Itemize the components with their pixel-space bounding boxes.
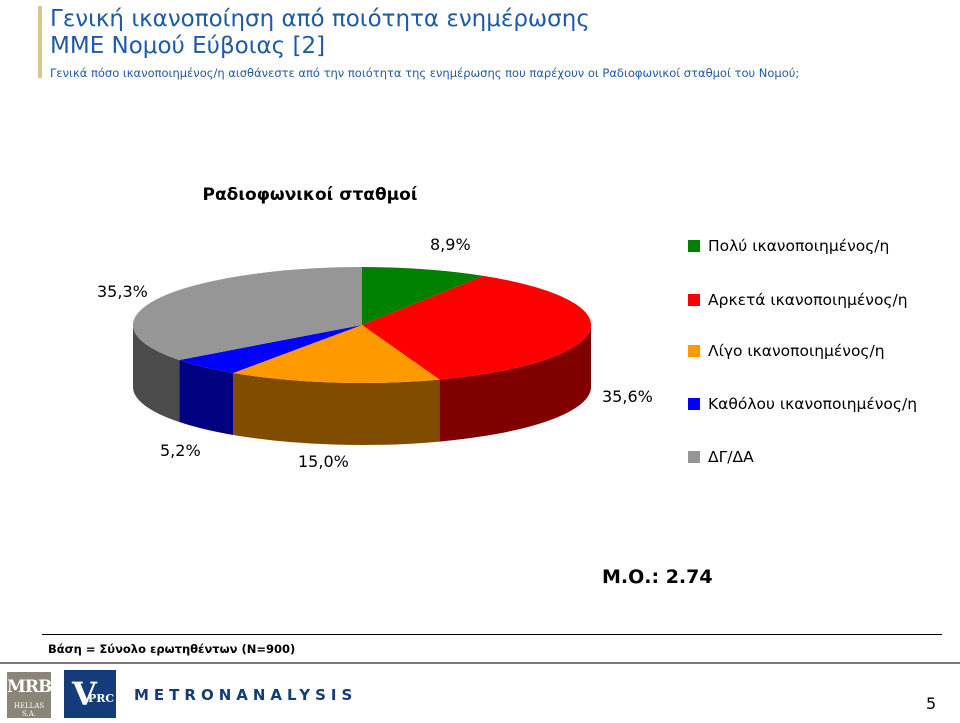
pie-sides bbox=[133, 325, 591, 445]
legend-label: Καθόλου ικανοποιημένος/η bbox=[708, 395, 918, 413]
pie-side-dk-na bbox=[133, 325, 180, 422]
mrb-logo-subtext: HELLAS S.A. bbox=[13, 702, 45, 718]
page-title-line1: Γενική ικανοποίηση από ποιότητα ενημέρωσ… bbox=[50, 6, 590, 32]
pie-slice-little-satisfied bbox=[233, 325, 440, 383]
legend-swatch-gray bbox=[688, 451, 700, 463]
page-title: Γενική ικανοποίηση από ποιότητα ενημέρωσ… bbox=[50, 6, 590, 60]
pie-slice-very-satisfied bbox=[362, 267, 484, 325]
vprc-logo-v: V bbox=[72, 675, 97, 713]
legend-label: Πολύ ικανοποιημένος/η bbox=[708, 237, 890, 255]
legend-swatch-blue bbox=[688, 398, 700, 410]
pie-side-fairly-satisfied bbox=[439, 325, 591, 442]
vprc-logo: V PRC bbox=[64, 670, 116, 718]
legend-label: ΔΓ/ΔΑ bbox=[708, 448, 754, 466]
pie-side-little-satisfied bbox=[233, 372, 440, 445]
data-label-little-satisfied: 15,0% bbox=[298, 452, 349, 471]
legend-swatch-green bbox=[688, 240, 700, 252]
page-title-line2: ΜΜΕ Νομού Εύβοιας [2] bbox=[50, 33, 326, 59]
legend-label: Αρκετά ικανοποιημένος/η bbox=[708, 291, 908, 309]
legend-swatch-orange bbox=[688, 345, 700, 357]
data-label-not-satisfied: 5,2% bbox=[160, 441, 201, 460]
page-number: 5 bbox=[926, 694, 937, 713]
legend-item-little-satisfied: Λίγο ικανοποιημένος/η bbox=[688, 341, 918, 362]
legend-item-very-satisfied: Πολύ ικανοποιημένος/η bbox=[688, 236, 918, 257]
question-subtitle: Γενικά πόσο ικανοποιημένος/η αισθάνεστε … bbox=[50, 66, 800, 80]
legend-label: Λίγο ικανοποιημένος/η bbox=[708, 342, 885, 360]
legend-swatch-red bbox=[688, 294, 700, 306]
data-label-fairly-satisfied: 35,6% bbox=[602, 387, 653, 406]
pie-tops bbox=[133, 267, 591, 383]
mrb-logo: MRB HELLAS S.A. bbox=[7, 672, 52, 718]
pie-slice-fairly-satisfied bbox=[362, 275, 591, 380]
metron-analysis-logo: METRONANALYSIS bbox=[134, 686, 358, 704]
chart-title: Ραδιοφωνικοί σταθμοί bbox=[202, 185, 418, 205]
legend-item-fairly-satisfied: Αρκετά ικανοποιημένος/η bbox=[688, 290, 918, 311]
bottom-divider bbox=[0, 662, 960, 664]
title-accent-bar bbox=[38, 6, 42, 78]
vprc-logo-prc: PRC bbox=[88, 692, 115, 705]
legend-item-not-satisfied: Καθόλου ικανοποιημένος/η bbox=[688, 394, 918, 415]
footer-divider bbox=[42, 634, 942, 635]
data-label-very-satisfied: 8,9% bbox=[430, 235, 471, 254]
mrb-logo-text: MRB bbox=[7, 677, 52, 697]
pie-slice-dk-na bbox=[133, 267, 362, 360]
pie-side-not-satisfied bbox=[179, 359, 234, 435]
pie-slice-not-satisfied bbox=[179, 325, 362, 373]
base-note: Βάση = Σύνολο ερωτηθέντων (Ν=900) bbox=[48, 642, 296, 656]
legend-item-dk-na: ΔΓ/ΔΑ bbox=[688, 447, 918, 468]
data-label-dk-na: 35,3% bbox=[97, 282, 148, 301]
title-block: Γενική ικανοποίηση από ποιότητα ενημέρωσ… bbox=[0, 0, 960, 84]
mean-score: Μ.Ο.: 2.74 bbox=[602, 566, 713, 588]
